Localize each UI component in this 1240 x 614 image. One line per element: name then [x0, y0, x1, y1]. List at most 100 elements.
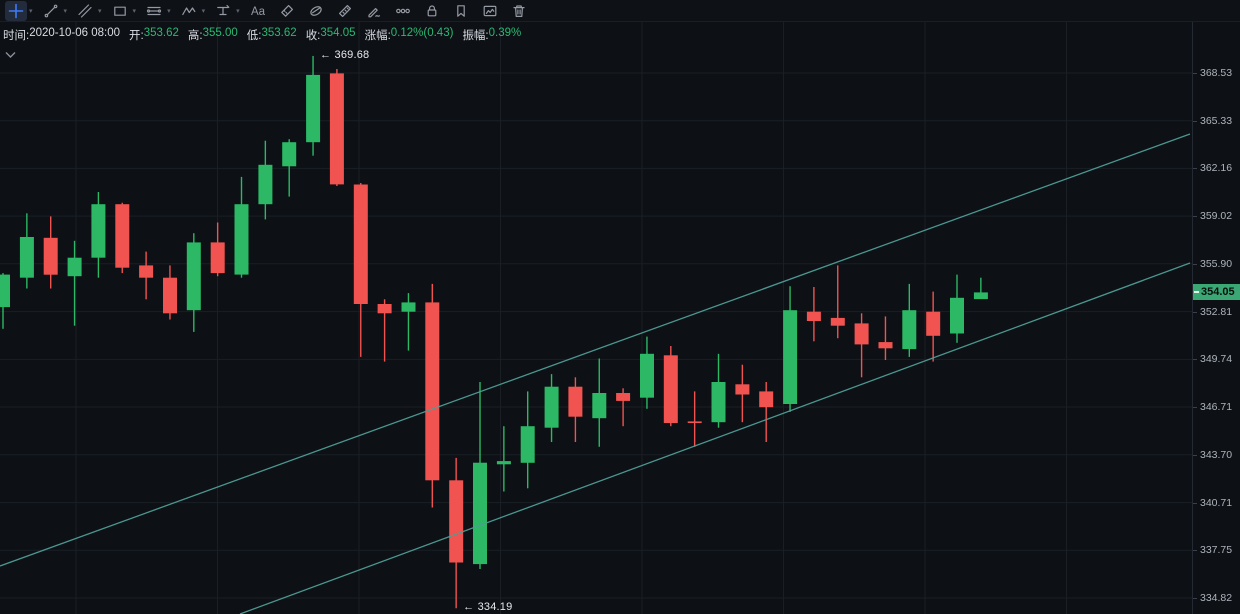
candle-34[interactable]: [783, 286, 798, 412]
candlestick-chart[interactable]: [0, 22, 1192, 614]
axis-tick-label: 359.02: [1200, 210, 1233, 223]
candle-16[interactable]: [353, 183, 368, 357]
trend-line-tool-button[interactable]: [40, 1, 62, 21]
badge-tick: [1194, 291, 1199, 294]
candle-36[interactable]: [830, 265, 845, 339]
long-position-dropdown-caret[interactable]: ▾: [236, 7, 240, 15]
candle-20[interactable]: [449, 457, 464, 609]
text-tool-button[interactable]: Aa: [247, 1, 269, 21]
candle-13[interactable]: [282, 139, 297, 197]
candle-25[interactable]: [568, 377, 583, 442]
candle-9[interactable]: [186, 233, 201, 332]
candle-8[interactable]: [163, 265, 177, 320]
high-field: 高: 355.00: [187, 27, 238, 42]
collapse-pane-chevron-icon[interactable]: [4, 46, 17, 64]
lock-tool-button[interactable]: [421, 1, 443, 21]
delete-tool-button[interactable]: [508, 1, 530, 21]
axis-tick-label: 340.71: [1200, 496, 1233, 509]
highlighter-icon: [308, 3, 324, 19]
candle-41[interactable]: [950, 274, 964, 343]
candle-5[interactable]: [91, 192, 106, 278]
gridlines: [0, 22, 1192, 614]
candle-3[interactable]: [43, 216, 58, 289]
candle-6[interactable]: [115, 202, 130, 274]
candle-31[interactable]: [711, 353, 726, 428]
pen-tool-button[interactable]: [363, 1, 385, 21]
trend-line-1[interactable]: [0, 133, 1191, 567]
candle-39[interactable]: [902, 283, 917, 357]
candle-22[interactable]: [496, 426, 511, 492]
candle-32[interactable]: [735, 364, 750, 423]
ruler-icon: [337, 3, 353, 19]
candle-24[interactable]: [544, 374, 559, 442]
candle-4[interactable]: [67, 240, 82, 326]
eraser-tool-button[interactable]: [276, 1, 298, 21]
snapshot-icon: [482, 3, 498, 19]
candle-23[interactable]: [520, 391, 535, 489]
candle-10[interactable]: [210, 222, 225, 277]
horizontal-lines-tool-group: ▾: [143, 1, 171, 21]
pattern-dropdown-caret[interactable]: ▾: [201, 7, 206, 15]
price-axis[interactable]: 354.05 368.53 365.33 362.16 359.02 355.90 352…: [1192, 22, 1240, 614]
rectangle-tool-button[interactable]: [109, 1, 131, 21]
crosshair-dropdown-caret[interactable]: ▾: [29, 7, 33, 15]
crosshair-tool-button[interactable]: [5, 0, 27, 21]
long-position-tool-button[interactable]: [212, 1, 234, 21]
axis-tick-mark: [1193, 359, 1197, 361]
delete-tool-group: [508, 1, 530, 21]
candle-7[interactable]: [139, 251, 154, 300]
pattern-tool-group: ▾: [178, 1, 206, 21]
bookmark-tool-button[interactable]: [450, 1, 472, 21]
ruler-tool-group: [334, 1, 356, 21]
candle-30[interactable]: [687, 391, 702, 447]
snapshot-tool-group: [479, 1, 501, 21]
candle-14[interactable]: [306, 55, 321, 156]
parallel-channel-tool-button[interactable]: [74, 1, 96, 21]
ohlc-info-bar: 时间: 2020-10-06 08:00 开: 353.62 高: 355.00 低:…: [3, 27, 521, 43]
axis-tick-label: 355.90: [1200, 257, 1233, 270]
candle-18[interactable]: [401, 293, 416, 351]
chart-canvas[interactable]: 时间: 2020-10-06 08:00 开: 353.62 高: 355.00 低:…: [0, 22, 1192, 614]
long-position-tool-group: ▾: [212, 1, 240, 21]
magnet-tool-button[interactable]: [392, 1, 414, 21]
snapshot-tool-button[interactable]: [479, 1, 501, 21]
candle-26[interactable]: [592, 358, 607, 447]
candle-21[interactable]: [473, 382, 487, 569]
candle-11[interactable]: [234, 176, 249, 278]
candle-28[interactable]: [640, 336, 654, 409]
candle-15[interactable]: [329, 69, 344, 186]
lock-icon: [424, 3, 440, 19]
highlighter-tool-button[interactable]: [305, 1, 327, 21]
candle-42[interactable]: [973, 277, 988, 300]
current-price-badge: 354.05: [1193, 284, 1240, 301]
candle-2[interactable]: [19, 213, 34, 289]
crosshair-tool-group: ▾: [5, 0, 33, 21]
axis-tick-mark: [1193, 216, 1197, 218]
candle-33[interactable]: [759, 382, 774, 442]
candle-1[interactable]: [0, 273, 10, 329]
horizontal-lines-dropdown-caret[interactable]: ▾: [167, 7, 171, 15]
horizontal-lines-tool-button[interactable]: [143, 1, 165, 21]
rectangle-dropdown-caret[interactable]: ▾: [132, 7, 137, 15]
candle-38[interactable]: [878, 316, 893, 360]
axis-tick-mark: [1193, 550, 1197, 552]
current-price-value: 354.05: [1201, 286, 1235, 299]
ruler-tool-button[interactable]: [334, 1, 356, 21]
candle-37[interactable]: [854, 313, 869, 378]
candle-17[interactable]: [377, 299, 392, 362]
candle-12[interactable]: [258, 140, 273, 220]
trend-line-dropdown-caret[interactable]: ▾: [63, 7, 68, 15]
rectangle-tool-group: ▾: [109, 1, 137, 21]
candle-29[interactable]: [663, 346, 678, 427]
candle-40[interactable]: [926, 291, 941, 362]
candle-19[interactable]: [425, 283, 440, 508]
candle-27[interactable]: [616, 388, 631, 427]
trend-line-2[interactable]: [239, 262, 1191, 614]
axis-tick-mark: [1193, 407, 1197, 409]
parallel-channel-dropdown-caret[interactable]: ▾: [98, 7, 102, 15]
candle-35[interactable]: [806, 287, 821, 342]
axis-tick-label: 365.33: [1200, 114, 1233, 127]
pen-tool-group: [363, 1, 385, 21]
axis-tick-label: 337.75: [1200, 544, 1233, 557]
pattern-tool-button[interactable]: [178, 1, 200, 21]
